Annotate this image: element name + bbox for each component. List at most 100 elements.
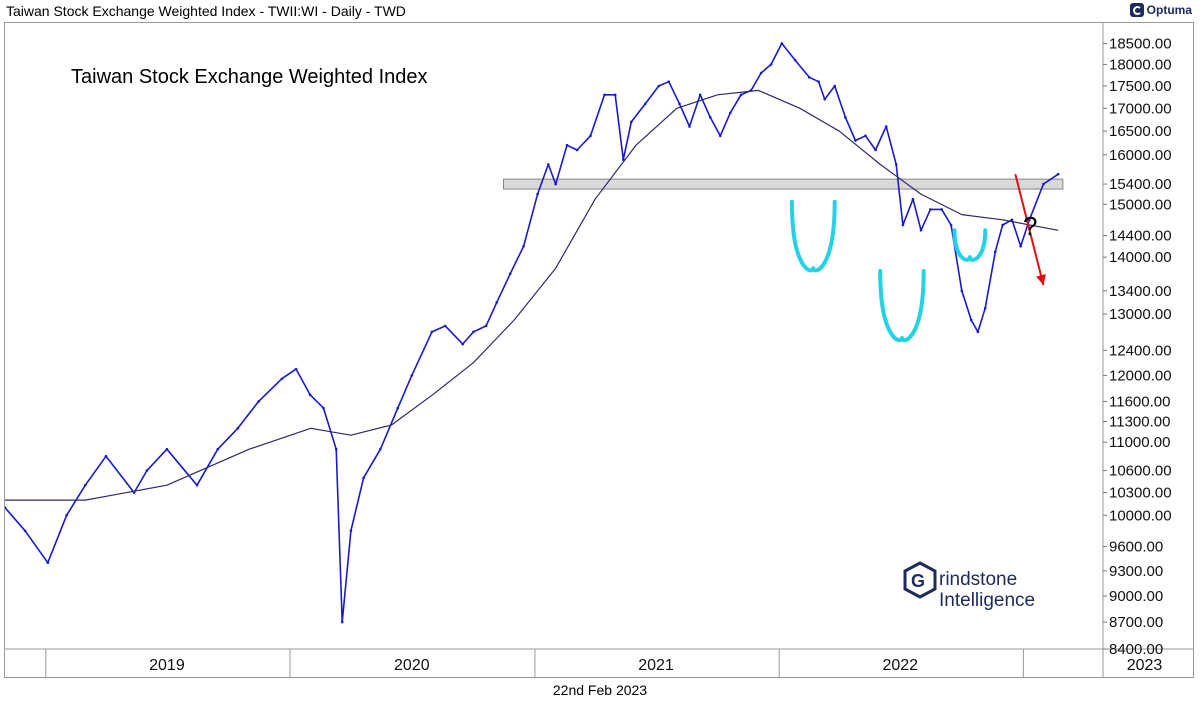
logo-letter: G xyxy=(911,571,925,591)
price-point xyxy=(629,120,633,124)
price-point xyxy=(322,406,325,410)
chart-date: 22nd Feb 2023 xyxy=(552,682,648,698)
price-point xyxy=(83,483,87,487)
y-tick-label: 15400.00 xyxy=(1109,176,1172,193)
price-point xyxy=(461,342,464,346)
question-mark: ? xyxy=(1023,211,1037,241)
price-point xyxy=(823,97,826,101)
price-point xyxy=(833,84,836,88)
price-point xyxy=(522,245,525,248)
price-point xyxy=(929,208,932,211)
price-point xyxy=(901,223,905,227)
chart-title: Taiwan Stock Exchange Weighted Index xyxy=(71,66,428,88)
price-point xyxy=(308,393,312,397)
y-tick-label: 18500.00 xyxy=(1109,35,1172,52)
price-point xyxy=(718,134,722,138)
price-series-line xyxy=(4,42,1059,623)
price-point xyxy=(960,289,964,293)
y-tick-label: 11600.00 xyxy=(1109,393,1170,410)
price-point xyxy=(3,506,7,509)
grindstone-logo-icon: G xyxy=(903,561,937,599)
price-point xyxy=(46,561,50,565)
price-point xyxy=(547,163,550,166)
price-point xyxy=(554,182,557,186)
window-title: Taiwan Stock Exchange Weighted Index - T… xyxy=(6,3,406,19)
chart-frame: 18500.00 18000.00 17500.00 17000.00 16500.00… xyxy=(3,22,1194,678)
price-point xyxy=(739,93,743,97)
price-point xyxy=(729,111,732,115)
price-point xyxy=(536,192,539,196)
price-point xyxy=(854,139,857,142)
y-tick-label: 9000.00 xyxy=(1109,588,1163,605)
x-tick-label: 2023 xyxy=(1127,657,1163,674)
price-point xyxy=(65,513,68,517)
price-point xyxy=(688,125,691,128)
price-point xyxy=(983,306,987,310)
price-point xyxy=(132,491,136,494)
price-point xyxy=(657,84,661,88)
price-point xyxy=(430,330,434,334)
y-tick-label: 10300.00 xyxy=(1109,485,1172,502)
y-tick-label: 17500.00 xyxy=(1109,78,1172,95)
price-point xyxy=(644,102,647,106)
y-tick-label: 18000.00 xyxy=(1109,56,1172,73)
price-point xyxy=(940,208,944,211)
brand-logo: Optuma xyxy=(1129,3,1192,17)
price-point xyxy=(759,71,763,75)
price-point xyxy=(294,367,298,371)
y-tick-label: 17000.00 xyxy=(1109,100,1172,117)
price-point xyxy=(349,529,353,533)
y-tick-label: 16000.00 xyxy=(1109,147,1172,164)
price-point xyxy=(589,134,592,138)
price-point xyxy=(894,163,898,166)
price-point xyxy=(280,377,284,380)
price-point xyxy=(708,116,712,119)
brand-name: Optuma xyxy=(1146,3,1192,17)
y-tick-label: 14400.00 xyxy=(1109,228,1172,245)
y-tick-label: 11000.00 xyxy=(1109,434,1170,451)
y-tick-label: 10000.00 xyxy=(1109,507,1172,524)
price-point xyxy=(472,330,475,334)
watermark-line1: rindstone xyxy=(939,569,1017,590)
price-point xyxy=(864,134,867,138)
price-point xyxy=(884,125,888,128)
y-tick-label: 13000.00 xyxy=(1109,306,1172,323)
projection-arrow xyxy=(1014,173,1045,286)
price-point xyxy=(678,102,681,106)
price-point xyxy=(165,447,169,451)
price-point xyxy=(911,197,915,201)
price-point xyxy=(874,148,877,152)
price-point xyxy=(1010,218,1014,222)
price-point xyxy=(410,374,414,377)
price-point xyxy=(334,447,338,451)
price-point xyxy=(575,148,579,152)
y-tick-label: 9600.00 xyxy=(1109,539,1163,556)
grindstone-watermark: G rindstone Intelligence xyxy=(903,561,1035,611)
price-point xyxy=(780,42,784,45)
price-point xyxy=(793,58,797,62)
price-point xyxy=(613,93,617,97)
y-tick-label: 8700.00 xyxy=(1109,614,1163,631)
price-point xyxy=(919,228,923,232)
price-point xyxy=(844,116,847,119)
price-point xyxy=(698,93,702,97)
price-point xyxy=(993,250,997,254)
y-tick-label: 10600.00 xyxy=(1109,463,1172,480)
resistance-band xyxy=(502,178,1064,190)
price-point xyxy=(23,529,27,533)
price-point xyxy=(443,324,447,328)
price-point xyxy=(1028,218,1031,222)
y-tick-label: 15000.00 xyxy=(1109,196,1172,213)
watermark-line2: Intelligence xyxy=(939,590,1035,611)
x-tick-label: 2020 xyxy=(394,657,430,674)
price-point xyxy=(817,80,820,83)
y-tick-label: 14000.00 xyxy=(1109,249,1172,266)
price-point xyxy=(379,447,382,451)
price-point xyxy=(1019,245,1023,248)
price-point xyxy=(195,483,199,487)
price-chart[interactable]: 18500.00 18000.00 17500.00 17000.00 16500.00… xyxy=(3,23,1193,677)
price-point xyxy=(257,400,260,403)
y-tick-label: 9300.00 xyxy=(1109,563,1163,580)
price-point xyxy=(484,324,488,328)
pattern-left-shoulder xyxy=(789,199,837,273)
